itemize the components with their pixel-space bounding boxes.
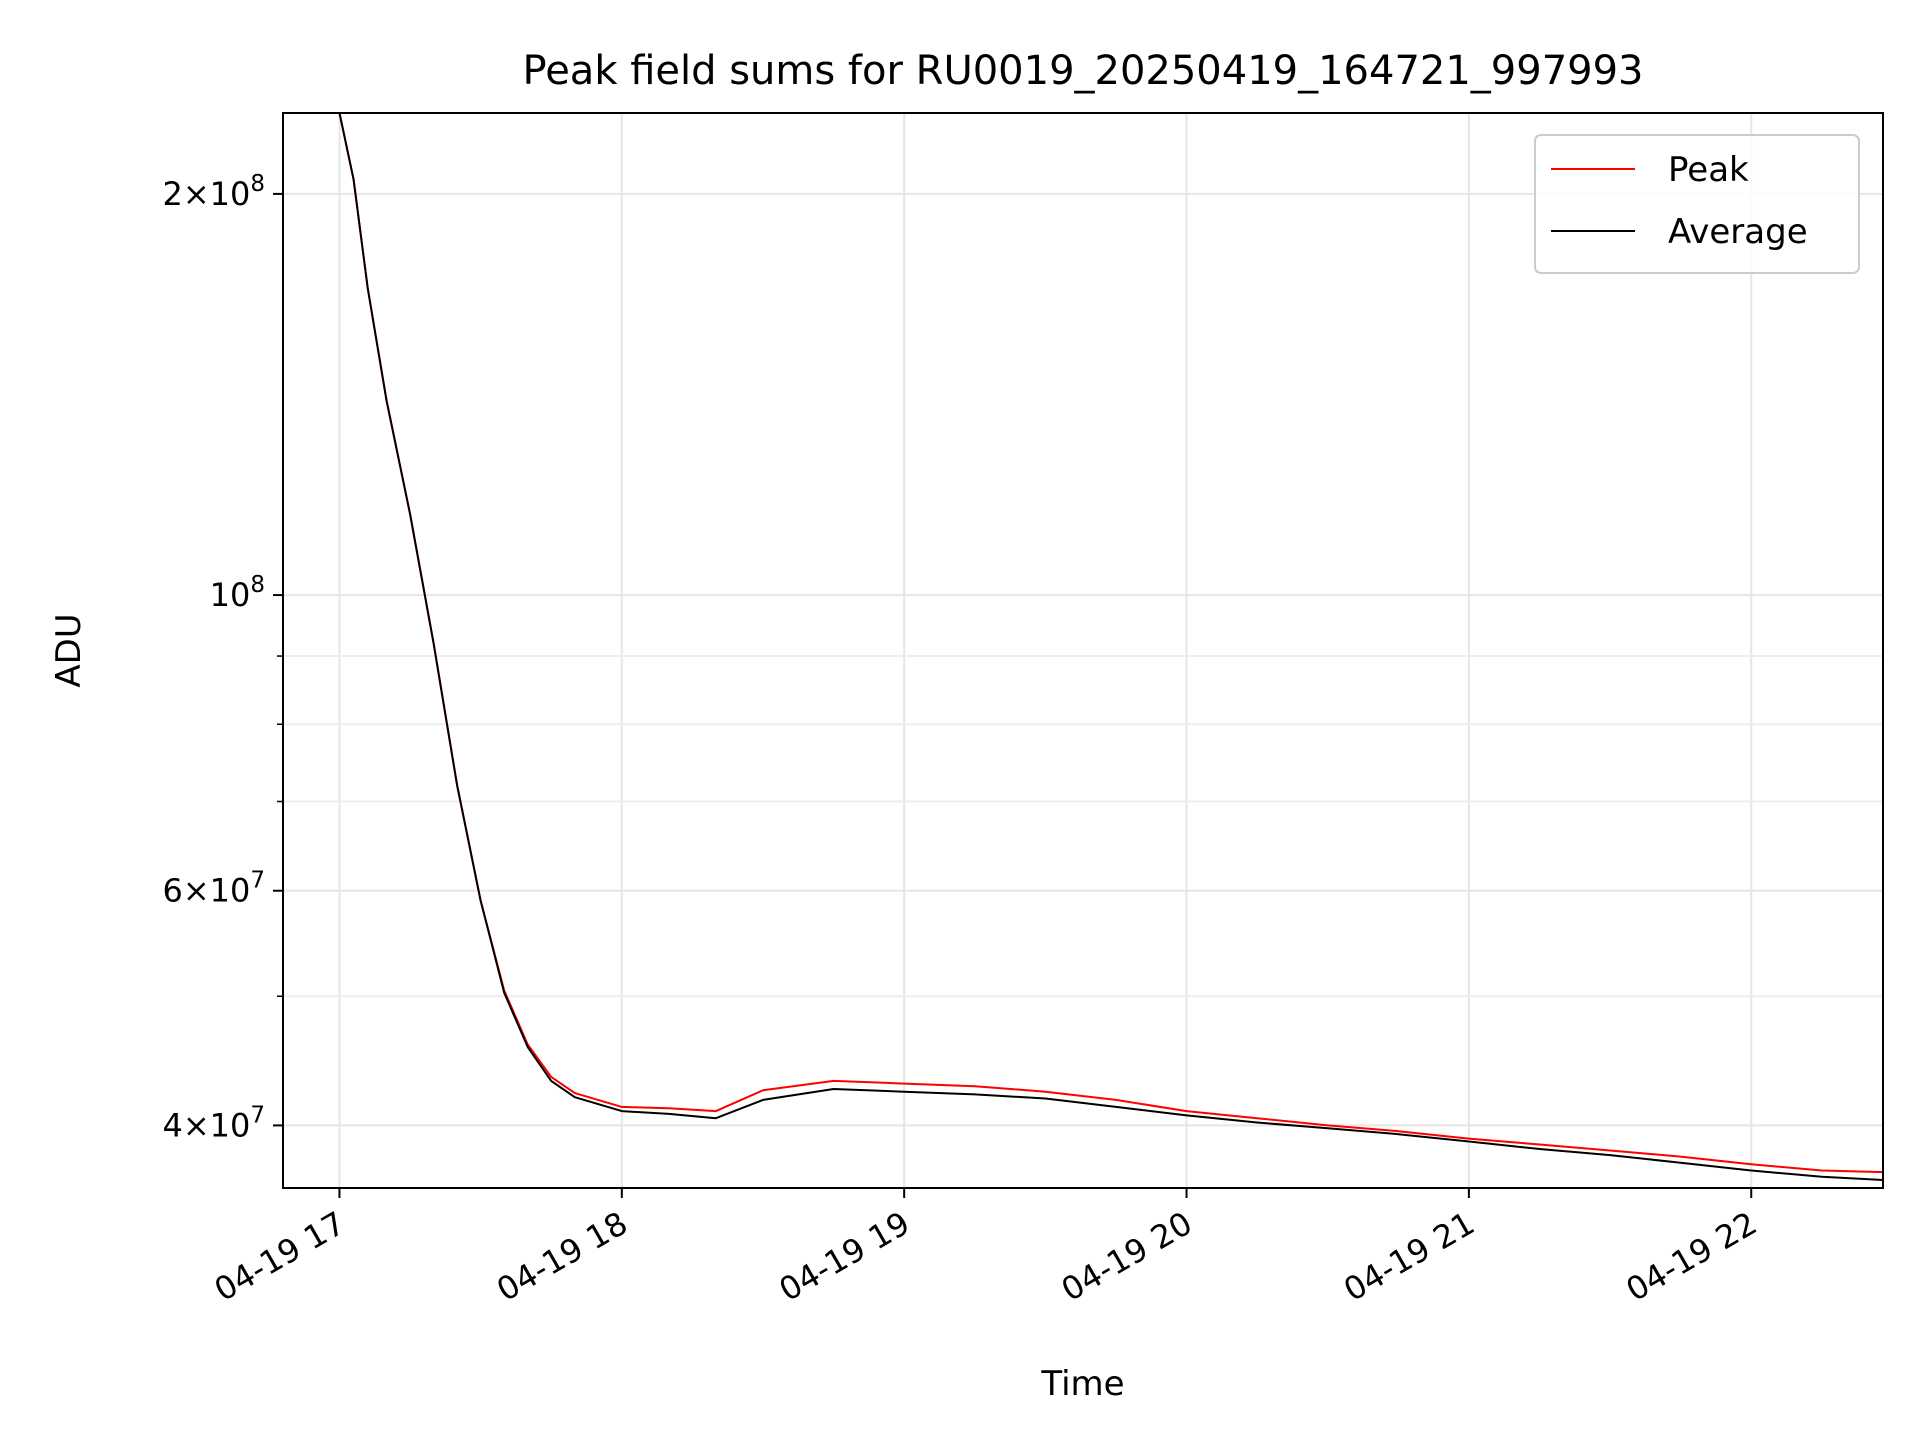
legend-label-average: Average [1668, 212, 1808, 252]
y-tick-label: 4×107 [162, 1102, 265, 1144]
y-tick-label: 2×108 [162, 171, 265, 213]
x-tick-label: 04-19 19 [773, 1204, 917, 1309]
x-tick-label: 04-19 20 [1055, 1204, 1199, 1309]
x-axis-label: Time [1040, 1364, 1124, 1404]
grid-lines [283, 113, 1883, 1188]
legend-label-peak: Peak [1668, 150, 1749, 190]
plot-frame [282, 112, 1884, 1189]
y-axis-label: ADU [49, 613, 89, 687]
y-tick-label: 108 [210, 572, 265, 614]
x-tick-label: 04-19 17 [208, 1204, 352, 1309]
legend: Peak Average [1534, 134, 1860, 274]
chart-title: Peak field sums for RU0019_20250419_1647… [523, 48, 1644, 94]
x-tick-label: 04-19 22 [1620, 1204, 1764, 1309]
series-layer [338, 113, 1883, 1181]
x-tick-label: 04-19 18 [490, 1204, 634, 1309]
y-tick-label: 6×107 [162, 868, 265, 910]
axis-ticks: 04-19 17 04-19 18 04-19 19 04-19 20 04-19 21… [162, 171, 1763, 1309]
series-line-average [338, 113, 1883, 1181]
x-tick-label: 04-19 21 [1337, 1204, 1481, 1309]
